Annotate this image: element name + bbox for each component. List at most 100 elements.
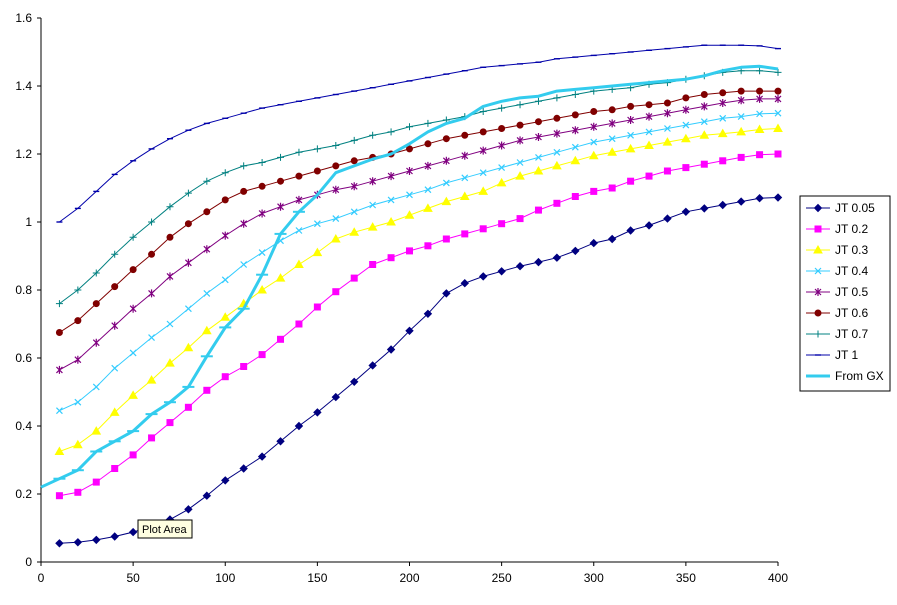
data-point [166,419,174,427]
data-point [111,465,119,472]
x-tick-label: 250 [492,571,512,585]
series-jt-0-05 [55,193,783,548]
data-point [277,202,284,211]
data-point [479,225,487,233]
data-point [74,286,82,294]
data-point [699,130,710,139]
data-point [91,426,102,435]
data-point [350,136,358,144]
series-line [40,64,779,489]
data-point [387,128,395,136]
data-point [54,446,65,455]
data-point [627,177,635,185]
legend-label: JT 0.05 [835,201,875,215]
x-tick-label: 0 [38,571,45,585]
legend-label: JT 0.5 [835,285,868,299]
data-point [349,227,360,236]
data-point [56,407,63,415]
legend-label: JT 0.7 [835,327,868,341]
data-point [461,174,469,182]
data-point [774,87,782,95]
series-jt-0-4 [56,109,782,415]
data-point [148,218,156,226]
data-point [516,136,524,145]
data-point [332,215,340,223]
data-point [664,109,671,118]
data-point [424,186,432,194]
data-point [498,125,506,132]
data-point [498,220,506,228]
series-line [59,128,779,452]
data-point [258,351,266,359]
series-jt-0-5 [56,94,782,374]
data-point [607,234,617,244]
data-point [626,226,635,235]
data-point [128,527,138,537]
legend-label: JT 1 [835,348,858,362]
data-point [277,335,285,343]
data-point [129,233,137,241]
data-point [553,129,561,138]
data-point [662,137,673,146]
data-point [442,289,451,298]
data-point [498,164,506,172]
data-point [406,145,413,153]
data-point [479,169,487,177]
data-point [700,91,708,98]
data-point [350,274,358,282]
data-point [424,242,432,250]
data-point [350,157,358,165]
reference-layer [40,64,779,489]
data-point [478,272,488,281]
y-tick-label: 1.6 [15,11,32,25]
data-point [184,258,192,267]
data-point [718,200,727,210]
data-point [313,303,321,311]
data-point [774,94,782,103]
data-point [498,104,506,112]
data-point [201,325,212,335]
data-point [221,169,229,177]
data-point [516,101,524,109]
data-point [516,159,524,166]
data-point [239,464,248,473]
data-point [148,250,156,258]
data-point [814,267,822,275]
x-tick-label: 300 [584,571,604,585]
data-point [756,110,763,118]
data-point [55,329,63,336]
data-point [590,108,598,115]
data-point [367,222,378,231]
data-point [240,187,248,195]
data-point [183,342,194,352]
data-point [221,196,229,204]
data-point [461,230,469,238]
data-point [681,133,691,143]
data-point [479,146,487,155]
data-point [627,131,635,139]
y-tick-label: 0.8 [15,283,32,297]
data-point [313,145,321,153]
data-point [129,451,137,459]
data-point [590,122,598,131]
data-point [111,250,119,258]
data-point [295,227,303,234]
data-point [534,206,542,214]
data-point [148,289,155,298]
data-point [774,150,782,158]
data-point [535,133,542,141]
data-point [700,118,708,126]
data-point [461,151,469,160]
data-point [590,187,598,195]
data-point [516,121,524,129]
data-point [663,167,671,175]
data-point [682,164,690,172]
legend-entry: JT 1 [806,348,858,362]
data-point [756,94,763,103]
y-tick-label: 0.6 [15,351,32,365]
data-point [295,148,303,156]
data-point [814,288,822,296]
data-point [681,207,691,217]
data-point [552,160,562,170]
data-point [166,233,174,241]
